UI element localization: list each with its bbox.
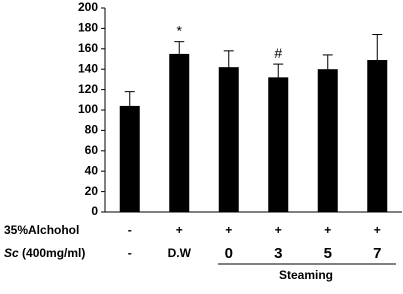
row-value: - (128, 223, 132, 237)
row-label: Sc (400mg/ml) (4, 246, 85, 260)
annotation: # (274, 45, 282, 61)
y-tick-label: 180 (78, 21, 98, 35)
bar (367, 60, 388, 212)
bar (317, 69, 338, 212)
y-tick-label: 200 (78, 0, 98, 14)
error-bar (372, 34, 383, 61)
row-label-italic: Sc (4, 246, 19, 260)
row-value: + (374, 223, 381, 237)
row-value: 7 (373, 245, 381, 262)
bar (218, 67, 239, 212)
y-tick-label: 120 (78, 82, 98, 96)
row-value: + (225, 223, 232, 237)
row-value: 5 (324, 245, 332, 262)
y-tick-label: 20 (85, 184, 99, 198)
y-tick-label: 100 (78, 102, 98, 116)
row-value: D.W (168, 246, 192, 260)
row-label-text: (400mg/ml) (22, 246, 85, 260)
error-bar (174, 41, 185, 54)
error-bar (273, 63, 284, 78)
error-bar (322, 54, 333, 70)
group-label: Steaming (279, 268, 333, 282)
row-value: + (324, 223, 331, 237)
annotation: * (177, 22, 183, 38)
y-tick-label: 40 (85, 163, 99, 177)
row-value: 0 (225, 245, 233, 262)
error-bar (124, 91, 135, 106)
row-value: + (275, 223, 282, 237)
y-tick-label: 80 (85, 123, 99, 137)
row-value: + (176, 223, 183, 237)
row-value: - (128, 246, 132, 260)
y-tick-label: 140 (78, 61, 98, 75)
y-tick-label: 0 (91, 204, 98, 218)
row-label: 35%Alchohol (4, 223, 79, 237)
bar (169, 53, 190, 213)
y-tick-label: 60 (85, 143, 99, 157)
y-tick-label: 160 (78, 41, 98, 55)
bar (268, 77, 289, 212)
error-bar (223, 50, 234, 68)
bar (119, 105, 140, 212)
row-value: 3 (274, 245, 282, 262)
